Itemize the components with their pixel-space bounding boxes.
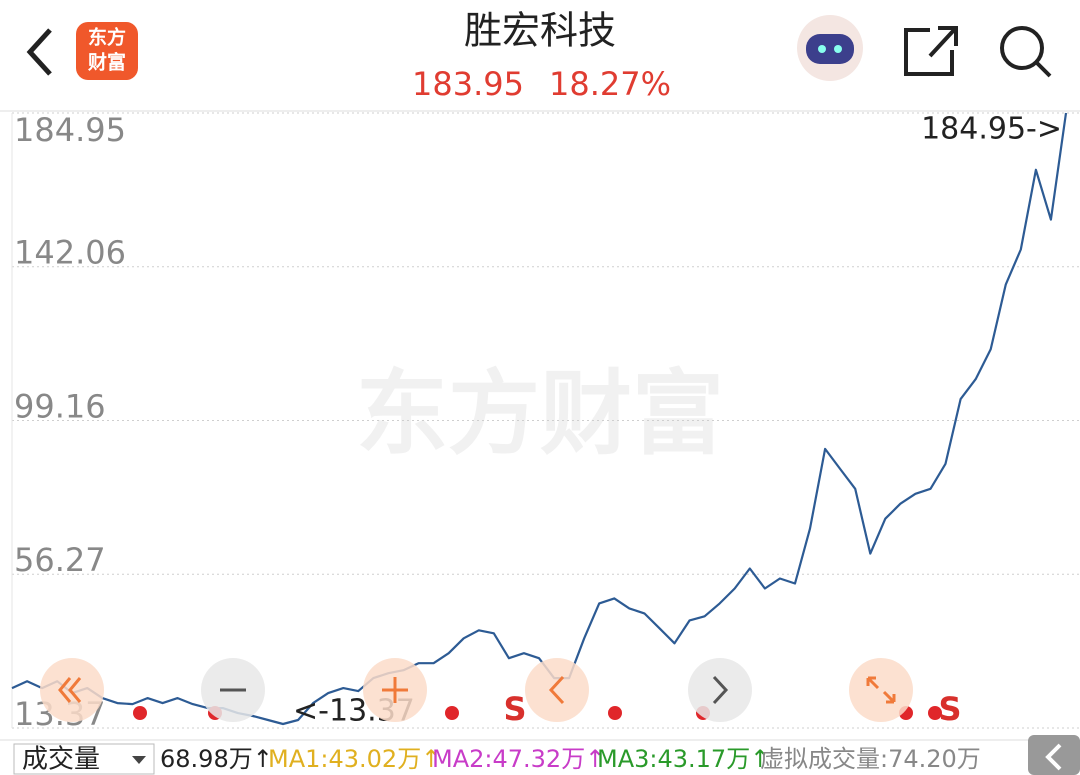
change: 18.27%	[549, 65, 671, 103]
control-bg	[525, 658, 589, 722]
collapse-button[interactable]	[1028, 735, 1080, 775]
y-tick-label: 99.16	[14, 388, 106, 426]
ma3: MA3:43.17万↑	[597, 745, 770, 773]
zoom-out-button[interactable]	[201, 658, 265, 722]
control-icon	[58, 677, 82, 703]
control-bg	[688, 658, 752, 722]
indicator-name: 成交量	[22, 745, 100, 775]
logo-text: 东方	[88, 26, 126, 49]
price-line	[11, 112, 1068, 726]
ma1: MA1:43.02万↑	[268, 745, 441, 773]
assistant-icon[interactable]	[797, 15, 863, 81]
scroll-left-fast-button[interactable]	[40, 658, 104, 722]
control-icon	[866, 676, 896, 704]
fullscreen-button[interactable]	[849, 658, 913, 722]
share-button[interactable]	[904, 26, 958, 76]
watermark: 东方财富	[356, 360, 724, 467]
ma2: MA2:47.32万↑	[432, 745, 605, 773]
collapse-icon	[1045, 743, 1062, 771]
y-tick-label: 142.06	[14, 234, 126, 272]
scroll-left-button[interactable]	[525, 658, 589, 722]
control-icon	[548, 675, 565, 705]
control-icon	[382, 677, 408, 703]
scroll-right-button[interactable]	[688, 658, 752, 722]
virtual-volume: 虚拟成交量:74.20万	[760, 745, 981, 773]
signal-dot	[133, 706, 147, 720]
control-bg	[849, 658, 913, 722]
price: 183.95	[412, 65, 524, 103]
dropdown-arrow	[132, 756, 146, 764]
signal-label: S	[503, 690, 526, 728]
indicator-select[interactable]	[13, 743, 155, 775]
control-icon	[712, 675, 729, 705]
back-button[interactable]	[26, 28, 52, 76]
logo-text: 财富	[88, 51, 126, 74]
search-button[interactable]	[1000, 26, 1052, 78]
zoom-in-button[interactable]	[363, 658, 427, 722]
signal-dot	[608, 706, 622, 720]
max-label: 184.95->	[921, 112, 1062, 147]
control-bg	[40, 658, 104, 722]
app-logo	[76, 22, 138, 80]
signal-dot	[445, 706, 459, 720]
y-tick-label: 184.95	[14, 111, 126, 149]
chart: 东方财富13.3756.2799.16142.06184.95184.95-><…	[11, 111, 1080, 733]
volume: 68.98万↑	[160, 745, 273, 773]
signal-dot	[928, 706, 942, 720]
stock-name: 胜宏科技	[464, 9, 616, 53]
signal-label: S	[938, 690, 961, 728]
y-tick-label: 56.27	[14, 541, 106, 579]
